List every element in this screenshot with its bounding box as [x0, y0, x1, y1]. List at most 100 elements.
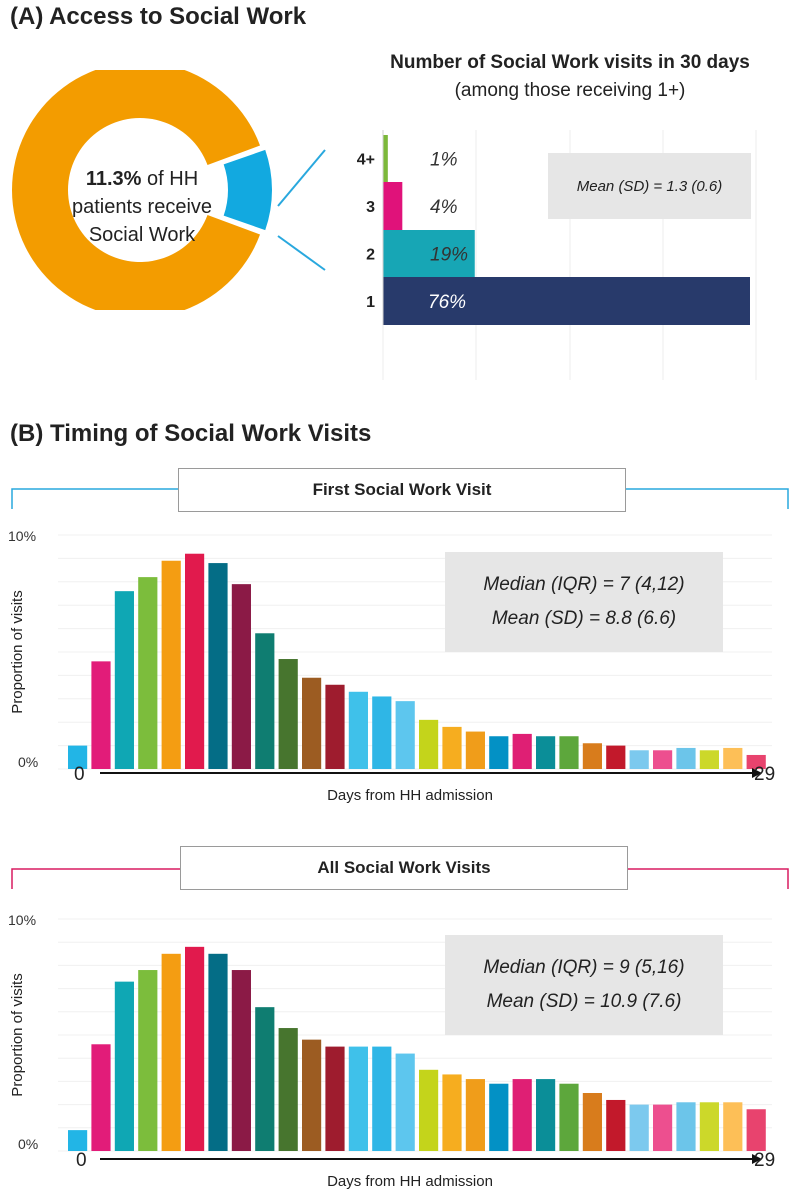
first-visit-median: Median (IQR) = 7 (4,12): [483, 574, 685, 595]
donut-label: 11.3% of HH patients receive Social Work: [42, 165, 242, 249]
bar-day-14: [395, 1053, 415, 1151]
donut-ring-highlight: [223, 149, 272, 231]
x-axis-label: Days from HH admission: [327, 787, 493, 804]
bracket-right: [625, 488, 789, 509]
donut-label-line1-rest: of HH: [141, 168, 199, 190]
bar-day-12: [348, 1046, 368, 1151]
hbar-value-label-1: 76%: [428, 292, 466, 313]
bar-day-11: [325, 684, 345, 769]
hbar-4+: [383, 135, 388, 182]
bar-day-8: [255, 633, 275, 769]
hbar-3: [383, 182, 403, 230]
bar-day-9: [278, 659, 298, 769]
bar-day-8: [255, 1007, 275, 1151]
bar-day-14: [395, 701, 415, 769]
bar-day-3: [138, 577, 158, 769]
donut-label-line2: patients receive: [71, 196, 213, 218]
bar-day-23: [606, 1099, 626, 1151]
mean-stat-box: Mean (SD) = 1.3 (0.6): [548, 153, 751, 219]
x-axis-arrow-head: [752, 1154, 762, 1164]
x-end-label-29: 29: [754, 1150, 775, 1171]
donut-label-line1: 11.3% of HH: [42, 165, 242, 193]
y-axis-label: Proportion of visits: [9, 590, 26, 713]
bar-day-16: [442, 726, 462, 769]
all-visits-header: All Social Work Visits: [180, 846, 628, 890]
first-visit-stat-box: Median (IQR) = 7 (4,12) Mean (SD) = 8.8 …: [445, 552, 723, 652]
donut-chart: [12, 70, 272, 310]
bar-day-4: [161, 560, 181, 769]
bar-day-23: [606, 745, 626, 769]
bar-day-29: [746, 1109, 766, 1151]
y-axis-label: Proportion of visits: [9, 973, 26, 1096]
x-end-label-0: 0: [74, 764, 85, 785]
hbar-category-label-1: 1: [366, 294, 375, 311]
bar-day-21: [559, 1083, 579, 1151]
bar-day-1: [91, 661, 111, 769]
bar-day-17: [465, 1079, 485, 1151]
bar-day-22: [582, 1093, 602, 1151]
bar-day-25: [653, 1104, 673, 1151]
bar-day-26: [676, 1102, 696, 1151]
bar-day-13: [372, 1046, 392, 1151]
bar-day-16: [442, 1074, 462, 1151]
hbar-value-label-3: 4%: [430, 197, 458, 218]
bar-day-21: [559, 736, 579, 769]
hbar-value-label-4+: 1%: [430, 150, 458, 171]
connector-line-bottom: [277, 235, 326, 271]
bar-day-27: [699, 1102, 719, 1151]
bar-day-0: [68, 1130, 88, 1151]
bar-day-11: [325, 1046, 345, 1151]
bar-day-3: [138, 970, 158, 1151]
bar-chart-subtitle: (among those receiving 1+): [454, 80, 686, 101]
bar-day-10: [302, 1039, 322, 1151]
all-visits-median: Median (IQR) = 9 (5,16): [483, 957, 685, 978]
bar-day-15: [419, 719, 439, 769]
x-end-label-0: 0: [76, 1150, 87, 1171]
bar-day-6: [208, 953, 228, 1151]
y-tick-0: 0%: [18, 1136, 38, 1152]
x-end-label-29: 29: [754, 764, 775, 785]
connector-line-top: [277, 149, 326, 207]
hbar-category-label-3: 3: [366, 199, 375, 216]
all-visits-stat-box: Median (IQR) = 9 (5,16) Mean (SD) = 10.9…: [445, 935, 723, 1035]
bar-day-0: [68, 745, 88, 769]
donut-percent: 11.3%: [85, 168, 142, 190]
bar-day-20: [536, 1079, 556, 1151]
y-tick-10: 10%: [8, 528, 36, 544]
panel-a-title: (A) Access to Social Work: [10, 3, 307, 30]
hbar-value-label-2: 19%: [430, 245, 468, 266]
bar-day-1: [91, 1044, 111, 1151]
bar-day-26: [676, 747, 696, 769]
bar-day-12: [348, 691, 368, 769]
bar-day-2: [114, 591, 134, 769]
hbar-1: [383, 277, 750, 325]
bar-day-17: [465, 731, 485, 769]
bar-day-18: [489, 736, 509, 769]
y-tick-0: 0%: [18, 754, 38, 770]
bar-day-6: [208, 563, 228, 769]
bar-day-28: [723, 747, 743, 769]
bar-day-22: [582, 743, 602, 769]
hbar-category-label-2: 2: [366, 247, 375, 264]
first-visit-header: First Social Work Visit: [178, 468, 626, 512]
bracket-left: [11, 488, 180, 509]
bar-day-19: [512, 733, 532, 769]
bar-day-7: [231, 584, 251, 769]
bar-day-24: [629, 750, 649, 769]
first-visit-mean: Mean (SD) = 8.8 (6.6): [491, 608, 677, 629]
bar-day-15: [419, 1069, 439, 1151]
x-axis-label: Days from HH admission: [327, 1173, 493, 1190]
bar-day-5: [185, 553, 205, 769]
bracket-left: [11, 868, 180, 889]
y-tick-10: 10%: [8, 912, 36, 928]
bar-day-24: [629, 1104, 649, 1151]
bar-day-19: [512, 1079, 532, 1151]
mean-stat-text: Mean (SD) = 1.3 (0.6): [576, 177, 723, 195]
hbar-category-label-4+: 4+: [357, 152, 375, 169]
bar-day-2: [114, 981, 134, 1151]
bar-day-28: [723, 1102, 743, 1151]
hbar-2: [383, 230, 475, 277]
first-visit-chart: 0% 10% Proportion of visits 0 29 Days from HH…: [8, 488, 789, 804]
bar-day-29: [746, 754, 766, 769]
bar-day-25: [653, 750, 673, 769]
